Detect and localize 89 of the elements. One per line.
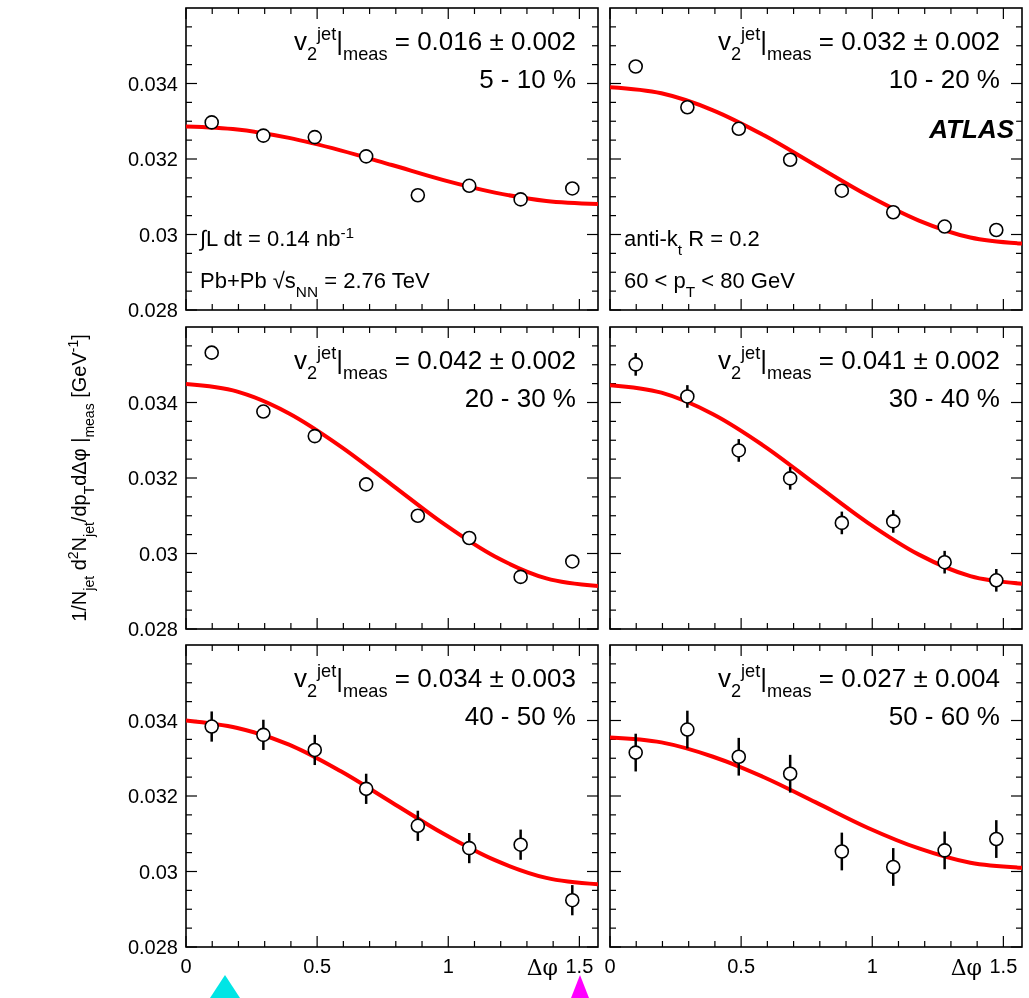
point <box>989 831 1004 847</box>
point <box>256 128 271 143</box>
point <box>731 749 747 765</box>
x-tick-label: 0 <box>604 955 616 977</box>
annotation: v$_{2}$$^{jet}$|$_{meas}$ = 0.032 ± 0.002 <box>717 24 1000 64</box>
annotation: 50 - 60 % <box>888 701 1000 731</box>
point <box>565 554 580 569</box>
x-tick-label: 0.5 <box>727 955 756 977</box>
point <box>680 99 695 115</box>
annotation: ∫L dt = 0.14 nb$^{-1}$ <box>198 223 355 251</box>
point <box>989 222 1004 238</box>
point <box>885 514 901 529</box>
annotation: v$_{2}$$^{jet}$|$_{meas}$ = 0.042 ± 0.002 <box>293 343 576 383</box>
point <box>885 204 901 220</box>
point <box>782 766 798 782</box>
point <box>307 129 323 145</box>
x-tick-label: 1.5 <box>989 955 1018 977</box>
point <box>461 530 477 546</box>
annotation: v$_{2}$$^{jet}$|$_{meas}$ = 0.041 ± 0.002 <box>717 343 1000 383</box>
point <box>834 515 850 531</box>
point <box>204 345 219 360</box>
line-series <box>186 382 598 588</box>
y-tick-label: 0.034 <box>127 391 178 414</box>
point <box>513 837 528 852</box>
x-tick-label: 0 <box>180 955 192 977</box>
point <box>937 219 952 234</box>
point <box>358 149 374 164</box>
point <box>410 508 426 524</box>
y-tick-label: 0.03 <box>139 542 178 565</box>
point <box>937 843 952 858</box>
point <box>680 389 695 404</box>
annotation: 20 - 30 % <box>464 383 576 413</box>
point <box>204 115 219 130</box>
x-tick-label: 0.5 <box>303 955 332 977</box>
point <box>513 569 528 585</box>
point <box>834 183 850 199</box>
point <box>782 471 798 486</box>
point <box>885 859 901 875</box>
point <box>513 192 528 207</box>
annotation: Pb+Pb √s$_{NN}$ = 2.76 TeV <box>200 268 430 300</box>
point <box>628 357 643 372</box>
x-tick-label: 1 <box>442 955 454 977</box>
annotation: 5 - 10 % <box>479 64 576 94</box>
annotation: 10 - 20 % <box>888 64 1000 94</box>
point <box>565 892 580 908</box>
x-axis-title: Δφ <box>950 955 982 980</box>
y-tick-label: 0.034 <box>127 709 178 732</box>
annotation: v$_{2}$$^{jet}$|$_{meas}$ = 0.016 ± 0.002 <box>293 24 576 64</box>
x-axis-title: Δφ <box>526 955 558 980</box>
y-tick-label: 0.03 <box>139 860 178 883</box>
annotation: ATLAS <box>928 114 1015 144</box>
y-tick-label: 0.034 <box>127 72 178 95</box>
point <box>680 722 695 737</box>
annotation: 40 - 50 % <box>464 701 576 731</box>
point <box>358 477 374 492</box>
point <box>358 781 374 797</box>
point <box>834 844 850 859</box>
point <box>204 719 219 734</box>
y-tick-label: 0.028 <box>127 299 178 321</box>
line-series <box>186 124 598 206</box>
point <box>410 187 426 203</box>
point <box>731 443 747 458</box>
y-tick-label: 0.032 <box>127 467 178 489</box>
point <box>565 181 580 196</box>
annotation: 60 < p$_{T}$ < 80 GeV <box>624 268 796 300</box>
annotation: 30 - 40 % <box>888 383 1000 413</box>
point <box>628 59 643 74</box>
point <box>782 152 798 168</box>
annotation: anti-k$_{t}$ R = 0.2 <box>624 226 760 258</box>
point <box>731 121 747 137</box>
annotation: v$_{2}$$^{jet}$|$_{meas}$ = 0.027 ± 0.004 <box>717 661 1000 701</box>
point <box>989 573 1004 588</box>
point <box>628 745 643 760</box>
annotation: v$_{2}$$^{jet}$|$_{meas}$ = 0.034 ± 0.003 <box>293 661 576 701</box>
point <box>410 818 426 834</box>
y-tick-label: 0.028 <box>127 936 178 958</box>
y-tick-label: 0.028 <box>127 618 178 640</box>
point <box>937 554 952 570</box>
point <box>256 404 271 419</box>
point <box>461 840 477 856</box>
x-tick-label: 1.5 <box>565 955 594 977</box>
point <box>461 178 477 194</box>
y-tick-label: 0.032 <box>127 785 178 807</box>
y-tick-label: 0.03 <box>139 223 178 246</box>
point <box>307 742 323 758</box>
point <box>307 428 323 444</box>
x-tick-label: 1 <box>866 955 878 977</box>
y-tick-label: 0.032 <box>127 148 178 170</box>
point <box>256 727 271 743</box>
